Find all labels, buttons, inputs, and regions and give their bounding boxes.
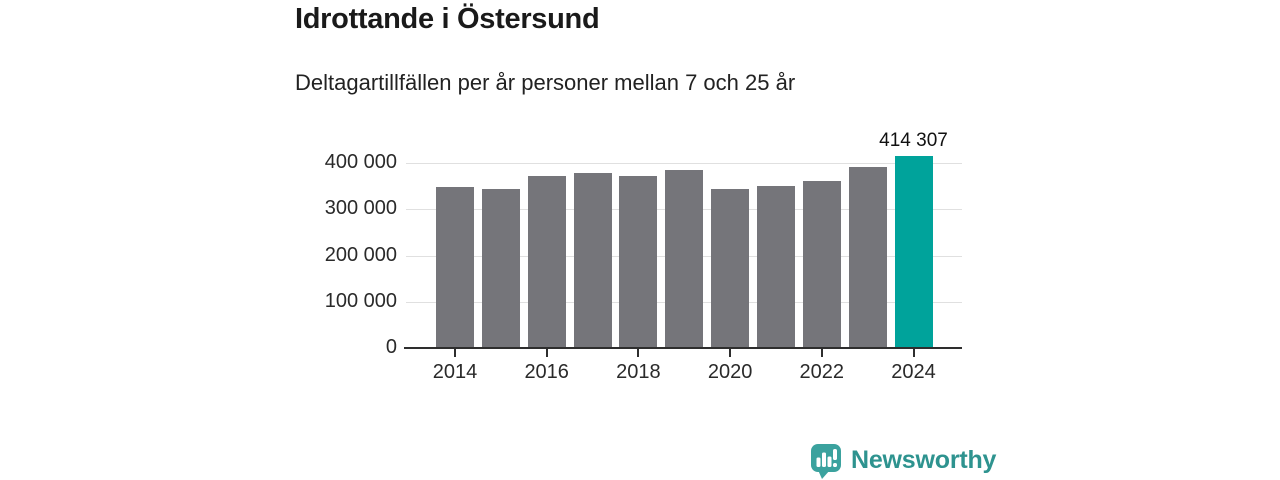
bar-2017: [573, 172, 612, 348]
bar-2014: [436, 186, 474, 348]
x-axis-tick-label: 2014: [432, 361, 478, 383]
x-axis-tick-2022: [820, 349, 823, 357]
y-axis-tick-label: 100 000: [324, 289, 397, 312]
y-axis-tick-label: 200 000: [324, 243, 397, 266]
x-axis-tick-label: 2024: [891, 361, 936, 383]
bar-2016: [527, 176, 566, 348]
bar-2024: [894, 156, 933, 348]
y-axis-tick-label: 0: [385, 336, 397, 358]
x-axis-tick-2018: [637, 349, 640, 357]
chart-subtitle: Deltagartillfällen per år personer mella…: [295, 70, 796, 95]
bar-value-label: 414 307: [879, 130, 948, 152]
chart-title: Idrottande i Östersund: [295, 3, 600, 35]
x-axis-tick-label: 2016: [524, 361, 569, 383]
x-axis-tick-2014: [454, 349, 456, 357]
x-axis-tick-label: 2020: [707, 361, 753, 383]
bar-2021: [757, 185, 795, 348]
y-axis-tick-label: 400 000: [324, 151, 397, 173]
x-axis-line: [404, 347, 962, 349]
x-axis-tick-label: 2022: [799, 361, 845, 383]
y-axis-tick-label: 300 000: [324, 197, 397, 220]
bar-2015: [481, 188, 520, 348]
newsworthy-wordmark: Newsworthy: [851, 445, 997, 474]
bar-2022: [802, 180, 841, 348]
bar-2023: [848, 166, 887, 348]
bar-2018: [619, 175, 658, 348]
gridline-400000: [406, 163, 962, 164]
bar-2019: [665, 169, 704, 348]
newsworthy-chart-bubble-icon: [808, 441, 844, 479]
x-axis-tick-label: 2018: [616, 361, 661, 383]
newsworthy-logo: Newsworthy: [808, 441, 996, 479]
x-axis-tick-2020: [729, 349, 732, 357]
x-axis-tick-2024: [912, 349, 915, 357]
x-axis-tick-2016: [545, 349, 548, 357]
bar-2020: [711, 189, 750, 348]
